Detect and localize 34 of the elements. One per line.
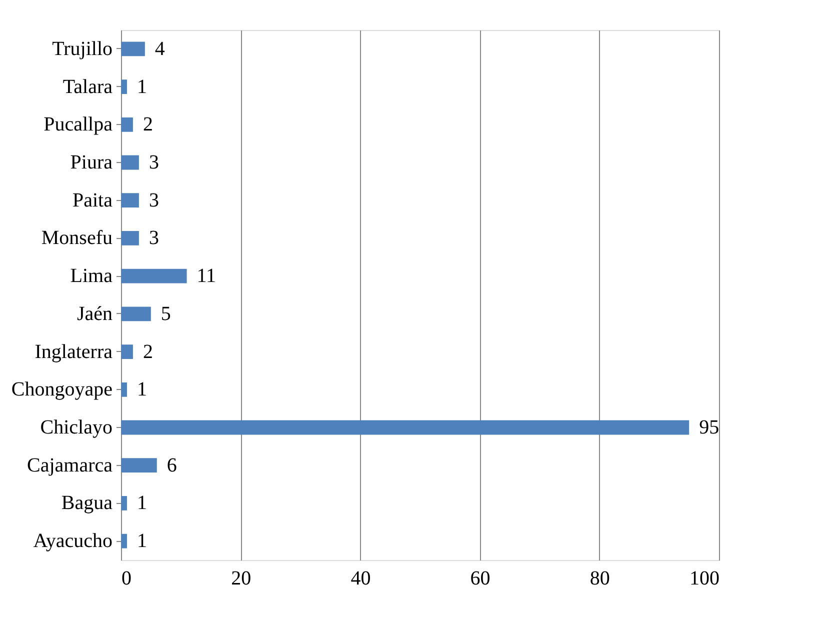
data-label: 2: [142, 114, 153, 136]
y-tick-label: Cajamarca: [27, 454, 113, 476]
y-tick-label: Jaén: [76, 302, 112, 325]
x-tick-label: 80: [590, 568, 610, 590]
data-label: 6: [166, 454, 177, 476]
y-tick-label: Chongoyape: [11, 378, 113, 401]
data-label: 5: [160, 302, 171, 325]
data-label: 4: [154, 38, 165, 60]
data-label: 1: [136, 530, 147, 552]
y-tick-label: Piura: [70, 152, 113, 174]
data-label: 3: [148, 189, 159, 212]
y-tick-label: Talara: [62, 76, 113, 98]
y-tick-label: Inglaterra: [34, 340, 113, 363]
data-label: 11: [196, 265, 216, 288]
y-tick-label: Lima: [70, 265, 113, 288]
x-tick-label: 0: [122, 568, 132, 590]
y-tick-label: Pucallpa: [44, 114, 113, 136]
data-label: 95: [699, 416, 720, 438]
y-tick-label: Monsefu: [41, 227, 112, 250]
x-tick-label: 100: [690, 568, 720, 590]
data-label: 3: [148, 152, 159, 174]
x-tick-label: 60: [470, 568, 490, 590]
y-tick-label: Trujillo: [52, 38, 112, 60]
y-tick-label: Paita: [72, 189, 113, 212]
data-label: 2: [142, 340, 153, 363]
y-tick-label: Chiclayo: [40, 416, 112, 438]
data-label: 1: [136, 378, 147, 401]
y-tick-label: Bagua: [61, 492, 113, 514]
data-label: 1: [136, 492, 147, 514]
y-tick-label: Ayacucho: [33, 530, 112, 552]
data-label: 3: [148, 227, 159, 250]
x-tick-label: 20: [231, 568, 252, 590]
x-tick-label: 40: [350, 568, 371, 590]
data-label: 1: [136, 76, 147, 98]
